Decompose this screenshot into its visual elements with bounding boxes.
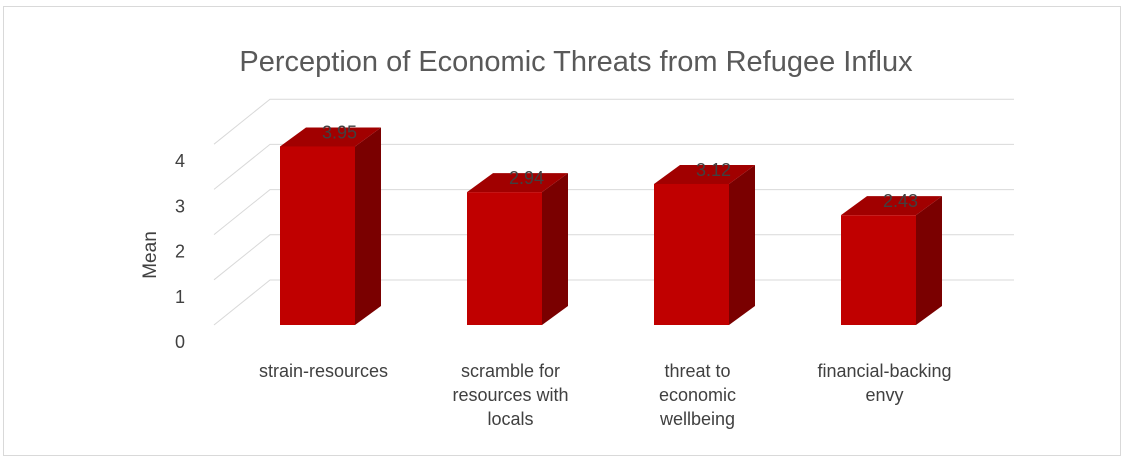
x-category-label: threat to economic wellbeing	[659, 361, 736, 429]
bar-side	[916, 196, 942, 325]
bar-front	[841, 215, 916, 325]
bar-top	[467, 173, 568, 193]
gridline	[213, 279, 1014, 326]
bar	[467, 173, 568, 325]
bar-front	[280, 146, 355, 325]
data-label: 2.43	[883, 191, 918, 211]
y-tick-label: 0	[175, 332, 185, 352]
category-labels: strain-resources scramble for resources wi…	[259, 361, 952, 429]
bar-front	[467, 192, 542, 325]
gridline	[213, 189, 1014, 235]
x-category-label: strain-resources	[259, 361, 388, 381]
x-category-label: scramble for resources with locals	[452, 361, 568, 429]
gridlines	[213, 98, 1014, 326]
bar	[280, 127, 381, 326]
bar-side	[542, 173, 568, 325]
bar-side	[729, 164, 755, 325]
bar	[841, 196, 942, 325]
bar-front	[654, 183, 729, 325]
chart-title: Perception of Economic Threats from Refu…	[239, 46, 913, 78]
data-label: 3.95	[322, 122, 357, 142]
y-axis-ticks: 0 1 2 3 4	[175, 151, 185, 352]
bar-top	[654, 164, 755, 184]
bar-top	[280, 127, 381, 147]
gridline	[213, 143, 1014, 190]
chart-svg: Perception of Economic Threats from Refu…	[140, 46, 1014, 429]
x-category-label: financial-backing envy	[817, 361, 951, 405]
chart-frame: Perception of Economic Threats from Refu…	[3, 6, 1121, 456]
bar-top	[841, 196, 942, 216]
y-tick-label: 1	[175, 287, 185, 307]
bar-side	[355, 127, 381, 326]
gridline	[213, 98, 1014, 145]
data-label: 2.94	[509, 168, 544, 188]
gridline	[213, 234, 1014, 281]
bars	[280, 127, 942, 326]
y-tick-label: 4	[175, 151, 185, 171]
y-tick-label: 3	[175, 196, 185, 216]
bar	[654, 164, 755, 325]
y-axis-label: Mean	[140, 231, 161, 279]
data-label: 3.12	[696, 160, 731, 180]
y-tick-label: 2	[175, 242, 185, 262]
value-labels: 3.95 2.94 3.12 2.43	[322, 122, 918, 211]
